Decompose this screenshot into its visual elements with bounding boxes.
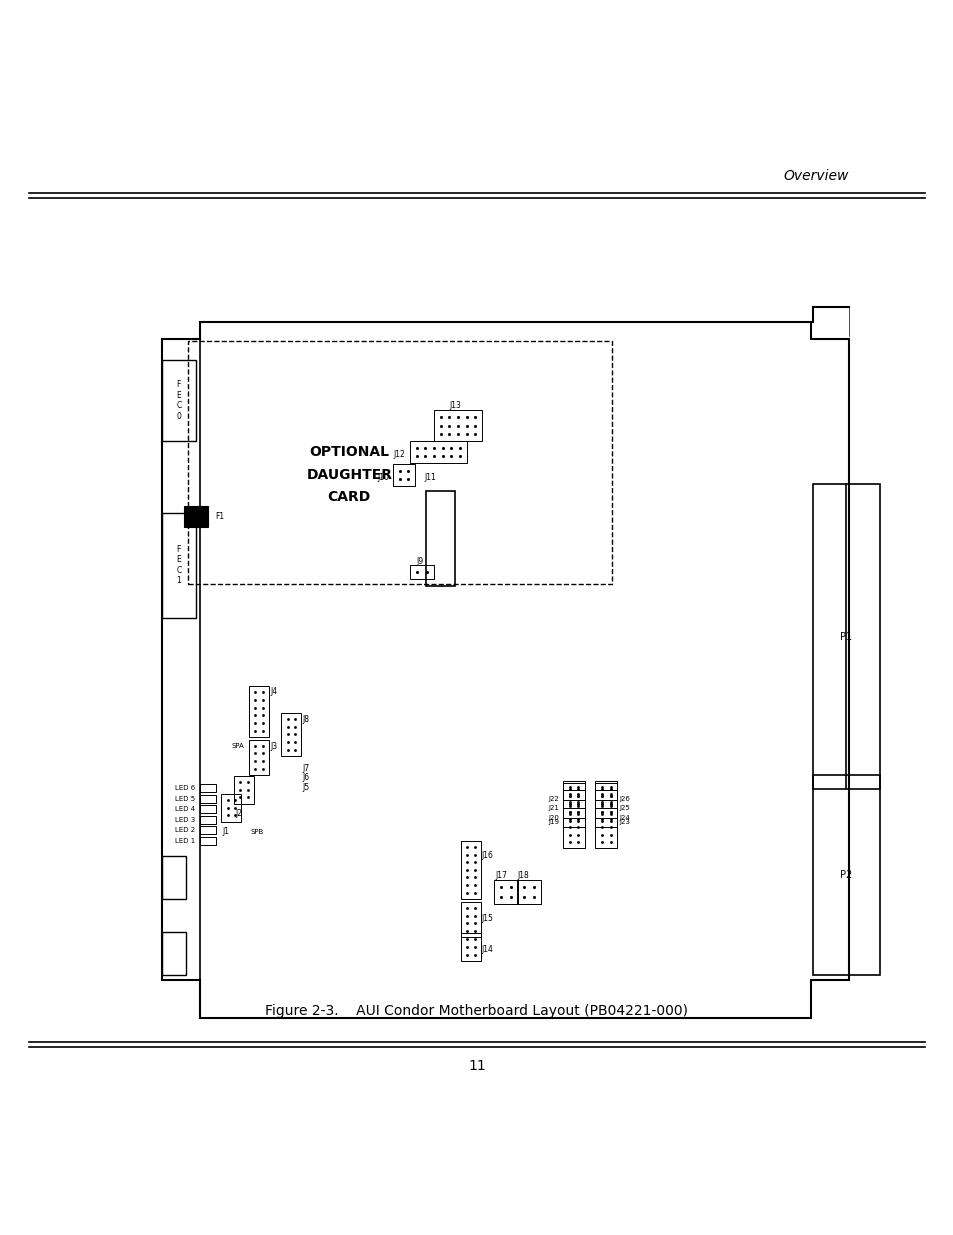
Bar	[162, 932, 186, 976]
Bar	[562, 790, 584, 818]
Text: LED 1: LED 1	[175, 837, 195, 844]
Text: J20: J20	[548, 815, 558, 821]
Text: J21: J21	[548, 805, 558, 811]
Bar	[200, 784, 215, 792]
Bar	[812, 774, 879, 976]
Bar	[426, 490, 455, 587]
Text: J2: J2	[234, 809, 242, 819]
Bar	[233, 776, 253, 804]
Text: J1: J1	[222, 827, 230, 836]
Bar	[200, 795, 215, 803]
Text: J9: J9	[416, 557, 423, 566]
Text: J6: J6	[302, 773, 309, 782]
Text: F
E
C
1: F E C 1	[176, 545, 181, 585]
Text: J10: J10	[377, 473, 389, 482]
Text: F1: F1	[215, 511, 225, 521]
Text: LED 4: LED 4	[175, 806, 195, 813]
Bar	[281, 713, 301, 756]
Text: J19: J19	[547, 819, 558, 825]
Bar	[595, 800, 617, 827]
Text: J8: J8	[302, 715, 309, 724]
Bar	[410, 566, 434, 579]
Bar	[249, 687, 269, 737]
Bar	[460, 934, 480, 961]
Text: J3: J3	[270, 742, 276, 751]
Bar	[249, 740, 269, 774]
Bar	[812, 484, 879, 789]
Text: J25: J25	[618, 805, 629, 811]
Bar	[434, 410, 481, 441]
Bar	[562, 800, 584, 827]
Text: J13: J13	[449, 401, 460, 410]
Bar	[595, 781, 617, 808]
Text: J16: J16	[481, 851, 493, 861]
Text: J22: J22	[548, 795, 558, 802]
Text: LED 2: LED 2	[175, 827, 195, 834]
Bar	[460, 841, 480, 899]
Bar	[595, 790, 617, 818]
Bar	[200, 837, 215, 845]
Text: LED 5: LED 5	[175, 795, 195, 802]
Bar	[200, 805, 215, 813]
Text: J23: J23	[618, 819, 629, 825]
Text: P1: P1	[840, 631, 851, 641]
Text: J26: J26	[618, 795, 629, 802]
Text: J4: J4	[270, 688, 276, 697]
Bar	[200, 826, 215, 834]
Bar	[221, 794, 241, 821]
Text: LED 6: LED 6	[175, 785, 195, 792]
Text: J15: J15	[481, 914, 493, 923]
Bar	[393, 464, 415, 485]
Text: J24: J24	[618, 815, 629, 821]
Bar	[162, 359, 195, 441]
Text: J7: J7	[302, 763, 309, 773]
Text: J17: J17	[495, 871, 506, 879]
Bar	[595, 783, 617, 848]
Text: J18: J18	[517, 871, 529, 879]
Bar	[162, 856, 186, 899]
Bar	[410, 441, 466, 463]
Text: J11: J11	[424, 473, 436, 482]
Text: J12: J12	[394, 450, 405, 459]
Text: P2: P2	[840, 871, 851, 881]
Bar	[188, 341, 612, 584]
Text: OPTIONAL
DAUGHTER
CARD: OPTIONAL DAUGHTER CARD	[306, 445, 392, 504]
Text: LED 3: LED 3	[175, 816, 195, 823]
Bar	[184, 506, 208, 527]
Text: Overview: Overview	[782, 169, 848, 184]
Text: SPB: SPB	[251, 829, 264, 835]
Text: F
E
C
0: F E C 0	[176, 380, 181, 421]
Text: 11: 11	[468, 1058, 485, 1073]
Bar	[562, 783, 584, 848]
Bar	[200, 816, 215, 824]
Bar	[562, 781, 584, 808]
Text: J14: J14	[481, 945, 493, 953]
Bar	[494, 879, 517, 904]
Text: J5: J5	[302, 783, 309, 792]
Bar	[517, 879, 540, 904]
Text: Figure 2-3.    AUI Condor Motherboard Layout (PB04221-000): Figure 2-3. AUI Condor Motherboard Layou…	[265, 1004, 688, 1018]
Text: SPA: SPA	[232, 743, 244, 750]
Bar	[460, 902, 480, 937]
Bar	[162, 513, 195, 618]
